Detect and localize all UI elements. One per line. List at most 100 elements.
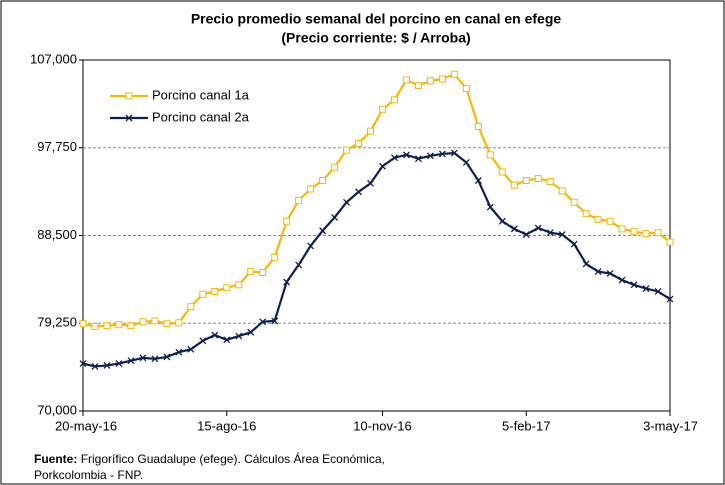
- marker: [355, 139, 363, 147]
- marker: [271, 317, 279, 325]
- source-label: Fuente:: [34, 452, 77, 466]
- marker: [199, 337, 207, 345]
- marker: [414, 82, 422, 90]
- marker: [546, 229, 554, 237]
- marker: [163, 353, 171, 361]
- x-tick-label: 20-may-16: [55, 418, 117, 433]
- legend-label: Porcino canal 2a: [152, 109, 250, 124]
- marker: [343, 146, 351, 154]
- marker: [211, 287, 219, 295]
- marker: [235, 281, 243, 289]
- marker: [402, 76, 410, 84]
- marker: [355, 188, 362, 196]
- marker: [223, 336, 231, 344]
- marker: [175, 348, 183, 356]
- chart-title: Precio promedio semanal del porcino en c…: [191, 11, 562, 27]
- marker: [115, 360, 123, 368]
- marker: [223, 284, 231, 292]
- marker: [115, 321, 123, 329]
- chart-subtitle: (Precio corriente: $ / Arroba): [281, 30, 470, 46]
- marker: [474, 122, 482, 130]
- marker: [127, 322, 135, 330]
- marker: [486, 203, 494, 211]
- marker: [283, 278, 291, 286]
- marker: [319, 227, 327, 235]
- marker: [510, 181, 518, 189]
- marker: [235, 332, 243, 340]
- source: Fuente: Frigorífico Guadalupe (efege). C…: [34, 451, 385, 466]
- marker: [666, 295, 674, 303]
- marker: [414, 155, 422, 163]
- marker: [426, 77, 434, 85]
- marker: [199, 290, 207, 298]
- y-tick-label: 88,500: [37, 227, 77, 242]
- marker: [247, 328, 255, 336]
- x-tick-label: 15-ago-16: [197, 418, 256, 433]
- marker: [522, 176, 530, 184]
- y-tick-label: 70,000: [37, 402, 77, 417]
- marker: [127, 357, 135, 365]
- marker: [630, 281, 638, 289]
- marker: [582, 260, 590, 268]
- marker: [390, 96, 398, 104]
- marker: [558, 187, 566, 195]
- source-text-2: Porkcolombia - FNP.: [34, 468, 143, 482]
- marker: [175, 319, 183, 327]
- marker: [211, 331, 219, 339]
- marker: [187, 303, 195, 311]
- marker: [103, 322, 111, 330]
- marker: [618, 225, 626, 233]
- marker: [271, 253, 279, 261]
- marker: [450, 70, 458, 78]
- marker: [594, 268, 602, 276]
- legend-marker: [125, 92, 133, 100]
- marker: [331, 163, 339, 171]
- marker: [163, 320, 171, 328]
- marker: [438, 150, 446, 158]
- marker: [402, 151, 410, 159]
- x-tick-label: 5-feb-17: [502, 418, 550, 433]
- marker: [295, 261, 303, 269]
- y-tick-label: 79,250: [37, 315, 77, 330]
- marker: [79, 360, 87, 368]
- legend-label: Porcino canal 1a: [152, 87, 250, 102]
- marker: [534, 175, 542, 183]
- marker: [378, 105, 386, 113]
- marker: [139, 354, 147, 362]
- marker: [474, 177, 482, 184]
- y-tick-label: 107,000: [30, 51, 77, 66]
- marker: [522, 231, 530, 239]
- marker: [343, 198, 351, 206]
- marker: [307, 185, 315, 193]
- marker: [654, 229, 662, 237]
- marker: [259, 318, 267, 326]
- marker: [438, 75, 446, 83]
- marker: [486, 151, 494, 159]
- legend-marker: [125, 114, 133, 122]
- x-tick-label: 3-may-17: [643, 418, 698, 433]
- marker: [546, 177, 554, 185]
- marker: [187, 345, 195, 353]
- marker: [642, 285, 650, 293]
- marker: [462, 84, 470, 92]
- marker: [139, 318, 147, 326]
- marker: [151, 355, 159, 363]
- marker: [618, 276, 626, 284]
- marker: [391, 154, 398, 162]
- marker: [319, 176, 327, 184]
- marker: [510, 225, 518, 233]
- marker: [91, 362, 99, 370]
- marker: [283, 217, 291, 225]
- marker: [295, 196, 303, 204]
- marker: [426, 152, 434, 160]
- marker: [642, 230, 650, 238]
- marker: [367, 179, 374, 187]
- y-tick-label: 97,750: [37, 139, 77, 154]
- marker: [259, 268, 267, 276]
- marker: [307, 242, 315, 250]
- marker: [91, 323, 99, 331]
- marker: [570, 240, 578, 248]
- marker: [606, 217, 614, 225]
- x-tick-label: 10-nov-16: [353, 418, 412, 433]
